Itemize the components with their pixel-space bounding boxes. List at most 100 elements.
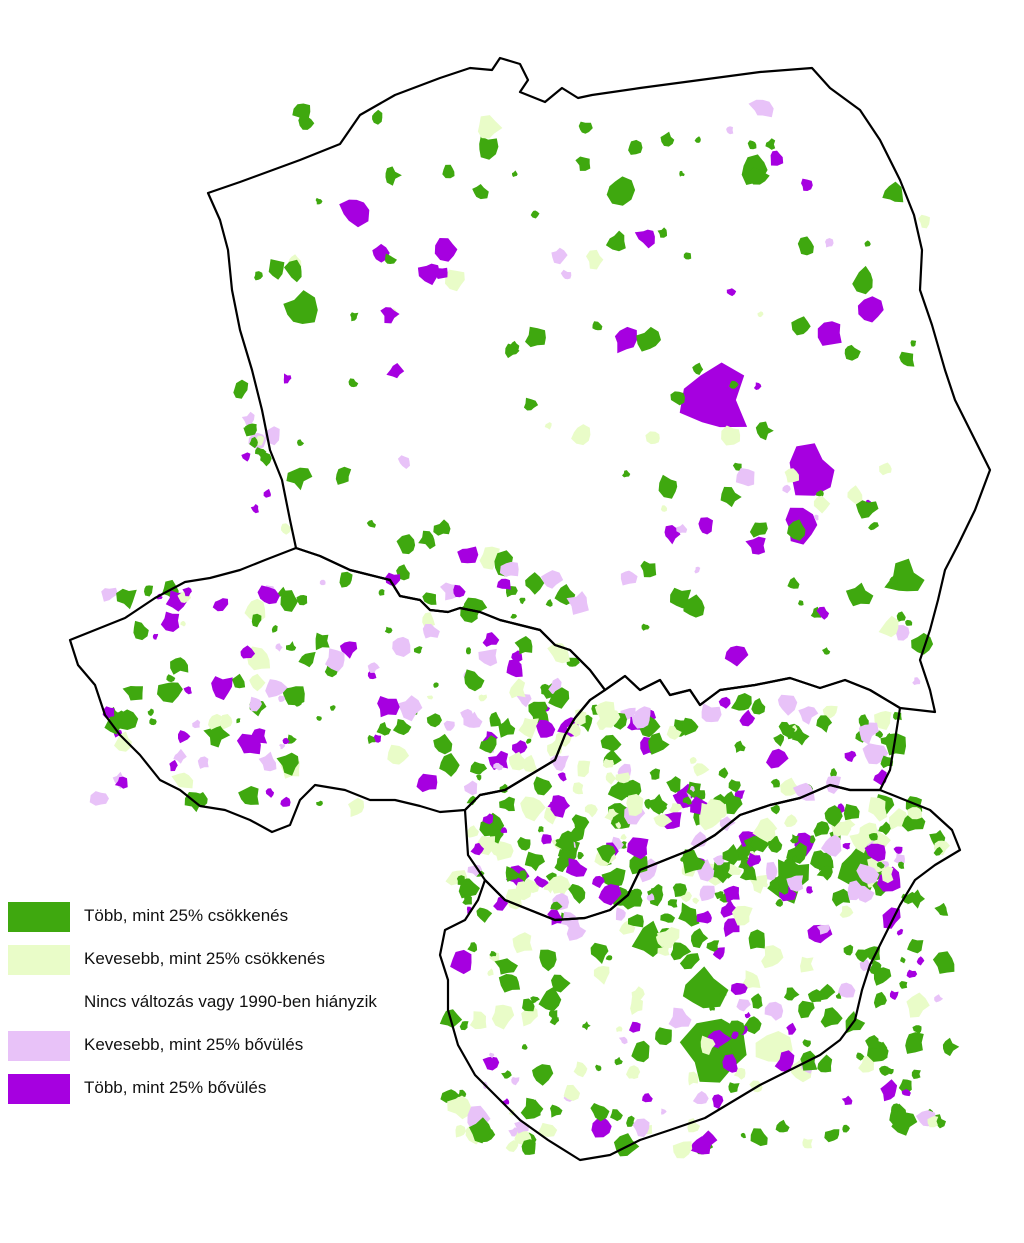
map-patch	[211, 676, 233, 701]
map-patch	[696, 910, 712, 924]
map-patch	[884, 558, 925, 592]
map-patch	[537, 1122, 558, 1137]
map-patch	[530, 210, 540, 219]
map-patch	[263, 488, 271, 498]
map-patch	[260, 452, 272, 467]
map-patch	[169, 759, 178, 772]
map-patch	[781, 855, 804, 880]
map-patch	[678, 902, 700, 927]
map-patch	[661, 1108, 667, 1115]
map-patch	[116, 588, 137, 610]
map-patch	[566, 591, 589, 615]
map-patch	[509, 678, 526, 699]
map-patch	[687, 1118, 701, 1133]
map-patch	[778, 882, 789, 895]
map-patch	[636, 326, 661, 352]
map-patch	[878, 615, 899, 638]
map-patch	[698, 517, 713, 535]
map-patch	[598, 884, 622, 906]
map-patch	[725, 796, 743, 815]
map-patch	[879, 462, 892, 476]
map-patch	[855, 949, 869, 963]
map-patch	[721, 425, 741, 446]
map-patch	[777, 694, 798, 716]
map-patch	[445, 870, 468, 886]
map-patch	[669, 803, 683, 815]
map-patch	[842, 842, 851, 850]
map-patch	[217, 714, 233, 730]
map-patch	[855, 500, 879, 519]
map-patch	[521, 1044, 528, 1050]
map-patch	[616, 1026, 623, 1032]
map-patch	[825, 238, 834, 248]
map-patch	[171, 772, 194, 789]
map-patch	[885, 733, 906, 756]
map-patch	[818, 852, 834, 871]
map-patch	[178, 730, 191, 744]
map-patch	[731, 1031, 739, 1039]
map-patch	[426, 713, 442, 728]
map-patch	[845, 582, 874, 607]
map-patch	[560, 911, 579, 931]
map-patch	[905, 619, 913, 626]
map-patch	[422, 592, 437, 605]
map-patch	[372, 109, 383, 125]
map-patch	[422, 612, 435, 628]
map-patch	[532, 1064, 554, 1086]
map-patch	[672, 790, 691, 809]
map-patch	[280, 796, 291, 807]
map-patch	[538, 986, 562, 1012]
map-patch	[493, 896, 509, 911]
map-patch	[512, 170, 518, 177]
map-patch	[249, 696, 262, 712]
map-patch	[133, 620, 149, 641]
map-patch	[533, 875, 550, 888]
map-patch	[622, 470, 631, 478]
map-patch	[626, 837, 649, 860]
map-patch	[660, 131, 675, 147]
map-patch	[720, 486, 742, 508]
map-patch	[339, 199, 370, 228]
map-patch	[522, 998, 535, 1012]
map-patch	[726, 126, 734, 135]
map-patch	[233, 379, 249, 399]
map-patch	[816, 715, 833, 733]
map-patch	[570, 826, 585, 843]
map-patch	[692, 897, 700, 905]
map-patch	[786, 875, 804, 892]
map-patch	[906, 969, 918, 978]
map-patch	[806, 886, 813, 894]
map-patch	[868, 797, 888, 822]
map-patch	[510, 613, 518, 619]
map-patch	[524, 851, 545, 872]
map-patch	[753, 382, 762, 390]
map-patch	[814, 514, 819, 521]
map-patch	[329, 705, 336, 711]
map-patch	[578, 121, 593, 134]
legend-label: Nincs változás vagy 1990-ben hiányzik	[84, 992, 377, 1011]
map-patch	[501, 1070, 512, 1079]
map-patch	[541, 570, 564, 589]
map-patch	[873, 967, 892, 986]
map-patch	[573, 709, 586, 726]
map-patch	[367, 662, 380, 673]
map-patch	[173, 748, 187, 764]
map-patch	[761, 945, 784, 969]
map-patch	[700, 1035, 716, 1055]
map-patch	[693, 763, 710, 777]
map-patch	[197, 756, 209, 769]
map-patch	[692, 1091, 709, 1105]
map-patch	[791, 316, 811, 336]
map-patch	[476, 774, 482, 781]
map-patch	[525, 572, 545, 595]
map-patch	[802, 1138, 813, 1149]
map-patch	[626, 1115, 635, 1127]
map-patch	[605, 955, 613, 961]
map-patch	[325, 648, 345, 672]
map-patch	[469, 1117, 492, 1144]
map-patch	[500, 827, 508, 834]
map-patch	[801, 178, 813, 191]
map-patch	[750, 1128, 768, 1147]
map-patch	[800, 956, 814, 973]
map-patch	[844, 344, 861, 361]
